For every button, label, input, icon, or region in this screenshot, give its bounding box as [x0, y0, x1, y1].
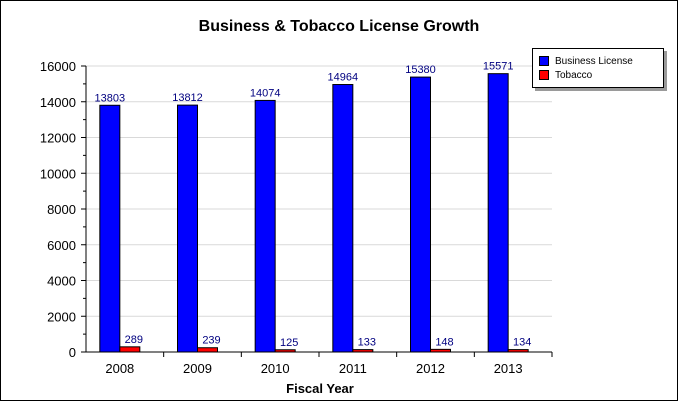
data-label: 15380 — [405, 64, 436, 76]
bar-business-license — [410, 76, 431, 353]
legend-label-business-license: Business License — [555, 55, 633, 67]
bar-tobacco — [197, 347, 218, 353]
bar-business-license — [254, 99, 276, 353]
bar-tobacco — [352, 349, 374, 353]
y-tick-label: 10000 — [40, 166, 76, 181]
data-label: 148 — [435, 336, 453, 348]
data-label: 13803 — [95, 92, 126, 104]
x-tick-label: 2011 — [339, 361, 367, 376]
y-tick-label: 16000 — [40, 59, 76, 74]
bar-tobacco — [119, 346, 141, 353]
data-label: 133 — [358, 337, 376, 349]
bar-tobacco — [507, 349, 529, 353]
bar-business-license — [99, 104, 121, 353]
legend-swatch-business-license — [539, 56, 549, 66]
bar-tobacco — [430, 348, 451, 353]
legend-item-business-license: Business License — [539, 54, 633, 68]
x-tick-label: 2012 — [416, 361, 445, 376]
legend-label-tobacco: Tobacco — [555, 69, 593, 81]
data-label: 125 — [280, 337, 298, 349]
data-label: 14074 — [250, 87, 281, 99]
bar-business-license — [487, 73, 509, 353]
x-tick-label: 2013 — [494, 361, 523, 376]
data-label: 15571 — [483, 61, 514, 73]
y-tick-label: 14000 — [40, 95, 76, 110]
legend: Business License Tobacco — [532, 48, 664, 88]
bar-business-license — [177, 104, 198, 353]
y-tick-label: 2000 — [47, 309, 76, 324]
data-label: 134 — [513, 337, 531, 349]
bar-business-license — [332, 84, 354, 353]
data-label: 239 — [202, 335, 220, 347]
x-axis-label: Fiscal Year — [286, 381, 354, 396]
legend-swatch-tobacco — [539, 70, 549, 80]
y-tick-label: 12000 — [40, 131, 76, 146]
legend-item-tobacco: Tobacco — [539, 68, 592, 82]
x-tick-label: 2009 — [183, 361, 212, 376]
y-tick-label: 0 — [69, 345, 76, 360]
data-label: 13812 — [172, 92, 203, 104]
bar-tobacco — [274, 349, 296, 353]
data-label: 289 — [125, 334, 143, 346]
y-tick-label: 8000 — [47, 202, 76, 217]
chart-title: Business & Tobacco License Growth — [198, 18, 480, 35]
x-tick-label: 2010 — [261, 361, 290, 376]
data-label: 14964 — [328, 72, 359, 84]
y-tick-label: 6000 — [47, 238, 76, 253]
x-tick-label: 2008 — [105, 361, 134, 376]
y-tick-label: 4000 — [47, 274, 76, 289]
